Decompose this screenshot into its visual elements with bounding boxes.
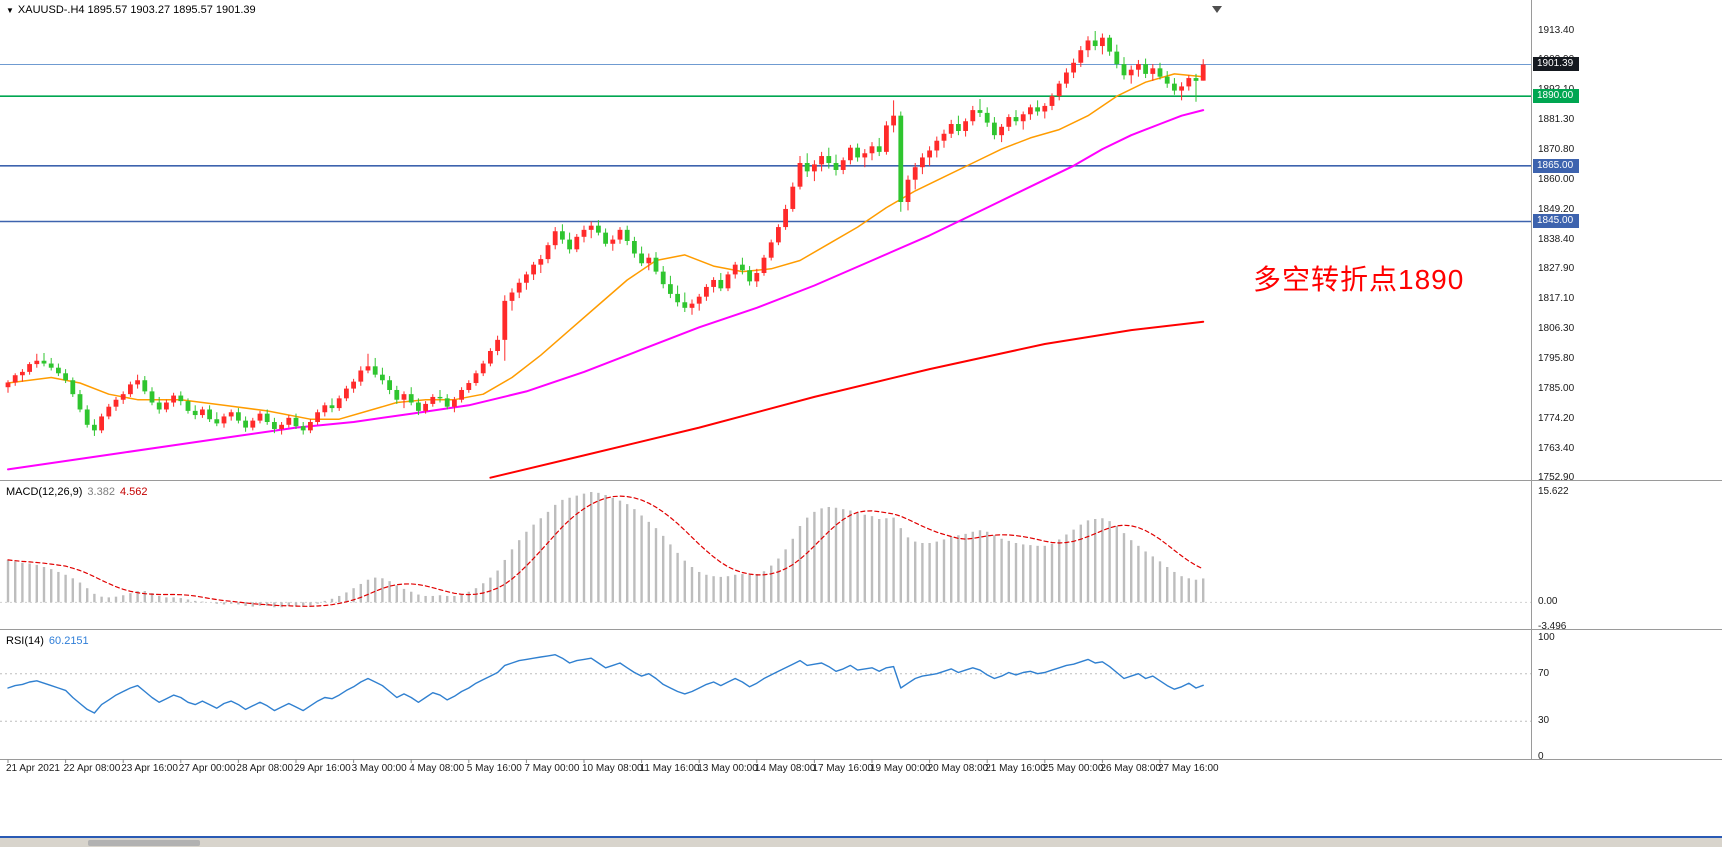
time-tick-label: 26 May 08:00 [1100, 763, 1161, 774]
rsi-name: RSI(14) [6, 635, 44, 647]
horizontal-lines-layer[interactable] [0, 63, 1531, 223]
pane-separators[interactable] [0, 0, 1722, 760]
time-tick-label: 13 May 00:00 [697, 763, 758, 774]
macd-indicator-label: MACD(12,26,9) 3.382 4.562 [6, 486, 147, 498]
time-axis[interactable]: 21 Apr 2021 22 Apr 08:00 23 Apr 16:00 27 Ap… [0, 0, 1722, 782]
time-tick-label: 23 Apr 16:00 [121, 763, 178, 774]
price-tick-label: 1870.80 [1538, 143, 1575, 155]
rsi-scale-label: 70 [1538, 667, 1550, 679]
time-ticks [7, 759, 1161, 763]
low-value: 1895.57 [173, 4, 213, 16]
macd-histogram [0, 492, 1531, 608]
chart-ohlc-title: ▼ XAUUSD-.H4 1895.57 1903.27 1895.57 1901.39 [6, 4, 259, 16]
close-value: 1901.39 [215, 4, 256, 16]
time-tick-label: 29 Apr 16:00 [294, 763, 351, 774]
time-tick-label: 27 Apr 00:00 [178, 763, 236, 774]
candles-layer [5, 31, 1206, 436]
time-tick-label: 3 May 00:00 [351, 763, 407, 774]
price-tick-label: 1838.40 [1538, 233, 1575, 245]
price-tick-label: 1752.90 [1538, 471, 1575, 483]
macd-scale-label: -3.496 [1538, 621, 1567, 632]
time-tick-label: 28 Apr 08:00 [236, 763, 294, 774]
price-tag-1865.00[interactable]: 1865.00 [1533, 158, 1579, 173]
current-price-tag[interactable]: 1901.39 [1533, 57, 1579, 72]
price-tick-label: 1817.10 [1538, 293, 1575, 305]
time-tick-label: 5 May 16:00 [466, 763, 522, 774]
rsi-scale-label: 30 [1538, 715, 1550, 727]
window-divider-line [0, 836, 1722, 838]
time-tick-label: 14 May 08:00 [754, 763, 816, 774]
macd-signal-value: 4.562 [119, 486, 148, 498]
rsi-indicator-label: RSI(14) 60.2151 [6, 635, 89, 647]
price-tag-1845.00[interactable]: 1845.00 [1533, 214, 1579, 229]
price-tag-1890.00[interactable]: 1890.00 [1533, 89, 1579, 104]
price-tick-label: 1763.40 [1538, 442, 1575, 454]
taskbar-strip [0, 838, 1722, 847]
chart-canvas[interactable] [0, 0, 1722, 782]
price-tick-label: 1806.30 [1538, 323, 1575, 335]
price-scale[interactable]: 1913.401902.901892.101881.301870.801860.… [1532, 0, 1722, 782]
symbol-label: XAUUSD-.H4 [17, 4, 85, 16]
time-tick-label: 4 May 08:00 [409, 763, 465, 774]
macd-signal-line [7, 495, 1204, 607]
price-tick-label: 1785.00 [1538, 382, 1575, 394]
rsi-layer [0, 654, 1531, 722]
rsi-scale-label: 100 [1538, 632, 1555, 643]
time-tick-label: 19 May 00:00 [870, 763, 931, 774]
bottom-strip [0, 782, 1722, 847]
time-tick-label: 21 Apr 2021 [6, 763, 60, 774]
taskbar-item[interactable] [88, 840, 200, 846]
price-tick-label: 1795.80 [1538, 352, 1575, 364]
price-tick-label: 1774.20 [1538, 412, 1575, 424]
symbol-dropdown-icon[interactable]: ▼ [6, 6, 14, 15]
price-tick-label: 1849.20 [1538, 203, 1575, 215]
time-tick-label: 11 May 16:00 [639, 763, 700, 774]
time-tick-label: 21 May 16:00 [985, 763, 1046, 774]
rsi-value: 60.2151 [48, 635, 89, 647]
price-tick-label: 1881.30 [1538, 114, 1575, 126]
time-tick-label: 25 May 00:00 [1042, 763, 1104, 774]
time-tick-label: 27 May 16:00 [1158, 763, 1219, 774]
macd-scale-label: 15.622 [1538, 486, 1569, 497]
rsi-scale-label: 0 [1538, 751, 1544, 762]
price-tick-label: 1860.00 [1538, 173, 1575, 185]
macd-name: MACD(12,26,9) [6, 486, 83, 498]
price-tick-label: 1913.40 [1538, 25, 1575, 36]
time-tick-label: 22 Apr 08:00 [63, 763, 121, 774]
ma-slow-line [489, 320, 1205, 479]
chart-annotation-text[interactable]: 多空转折点1890 [1253, 264, 1465, 295]
time-tick-label: 17 May 16:00 [812, 763, 873, 774]
macd-scale-label: 0.00 [1538, 596, 1558, 608]
high-value: 1903.27 [130, 4, 171, 16]
price-tick-label: 1827.90 [1538, 263, 1575, 275]
open-value: 1895.57 [87, 4, 128, 16]
time-tick-label: 20 May 08:00 [927, 763, 989, 774]
time-tick-label: 10 May 08:00 [582, 763, 643, 774]
ma-fast-line [7, 73, 1204, 420]
ma-mid-line [7, 109, 1205, 471]
chart-shift-marker[interactable] [1212, 6, 1222, 13]
time-tick-label: 7 May 00:00 [524, 763, 580, 774]
macd-main-value: 3.382 [87, 486, 115, 498]
